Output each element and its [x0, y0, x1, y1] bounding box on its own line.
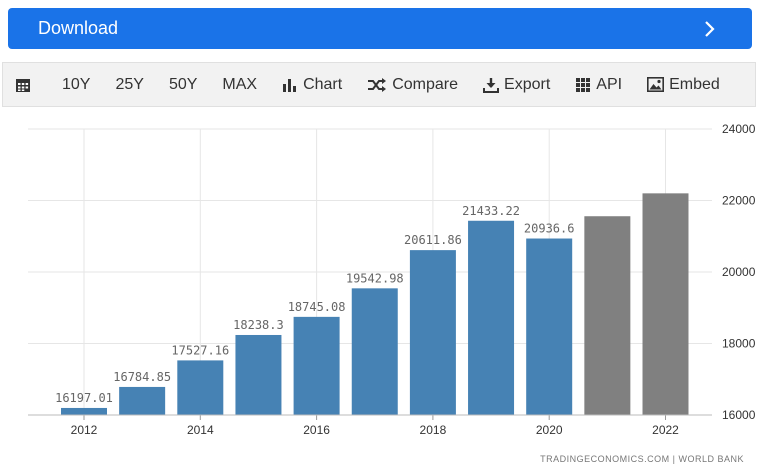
- data-label: 20936.6: [524, 222, 575, 236]
- data-label: 16197.01: [55, 391, 113, 405]
- chart-area: 16000 18000 20000 22000 24000 2012 2014 2016 201…: [0, 110, 768, 475]
- data-label: 19542.98: [346, 271, 404, 285]
- x-tick-label: 2022: [652, 423, 679, 437]
- bar-chart: 16000 18000 20000 22000 24000 2012 2014 2016 201…: [28, 122, 756, 437]
- bar-chart-icon: [283, 78, 297, 92]
- export-button[interactable]: Export: [483, 76, 550, 94]
- data-label: 21433.22: [462, 204, 520, 218]
- embed-button[interactable]: Embed: [647, 76, 720, 94]
- data-bar: [293, 316, 340, 415]
- chevron-right-icon[interactable]: [704, 20, 716, 38]
- range-max-button[interactable]: MAX: [222, 75, 258, 93]
- data-bar: [119, 386, 166, 415]
- shuffle-icon: [368, 77, 387, 92]
- api-button[interactable]: API: [575, 76, 622, 94]
- api-label: API: [596, 75, 623, 93]
- y-tick-label: 24000: [722, 122, 756, 136]
- y-tick-label: 20000: [722, 265, 756, 279]
- grid-icon: [576, 77, 591, 92]
- x-tick-label: 2012: [71, 423, 98, 437]
- x-tick-label: 2020: [536, 423, 563, 437]
- forecast-bar: [584, 216, 631, 415]
- chart-label: Chart: [303, 75, 343, 93]
- range-10y-button[interactable]: 10Y: [62, 75, 91, 93]
- data-bar: [468, 220, 515, 415]
- range-50y-button[interactable]: 50Y: [168, 75, 198, 93]
- range-25y-button[interactable]: 25Y: [115, 75, 144, 93]
- data-bar: [526, 238, 573, 415]
- export-label: Export: [504, 75, 551, 93]
- source-credit: TRADINGECONOMICS.COM | WORLD BANK: [540, 454, 744, 464]
- calendar-icon[interactable]: [15, 77, 36, 93]
- y-tick-label: 18000: [722, 337, 756, 351]
- download-icon: [483, 77, 500, 93]
- x-tick-label: 2014: [187, 423, 214, 437]
- compare-label: Compare: [392, 75, 459, 93]
- compare-button[interactable]: Compare: [367, 76, 458, 94]
- data-bar: [409, 250, 456, 415]
- data-label: 20611.86: [404, 233, 462, 247]
- forecast-bar: [642, 193, 689, 415]
- y-tick-label: 22000: [722, 194, 756, 208]
- data-bar: [177, 360, 224, 415]
- data-label: 16784.85: [113, 370, 171, 384]
- data-bar: [61, 407, 107, 415]
- data-label: 18745.08: [288, 300, 346, 314]
- data-label: 18238.3: [233, 318, 284, 332]
- data-label: 17527.16: [171, 343, 229, 357]
- x-tick-label: 2016: [303, 423, 330, 437]
- download-label: Download: [38, 18, 119, 38]
- data-bar: [351, 288, 398, 415]
- embed-label: Embed: [669, 75, 720, 93]
- chart-button[interactable]: Chart: [282, 76, 342, 94]
- data-bar: [235, 334, 282, 415]
- x-tick-label: 2018: [420, 423, 447, 437]
- y-tick-label: 16000: [722, 408, 756, 422]
- download-button[interactable]: Download: [8, 8, 752, 49]
- image-icon: [647, 77, 665, 92]
- chart-toolbar: 10Y 25Y 50Y MAX Chart Compare Export API…: [2, 62, 756, 107]
